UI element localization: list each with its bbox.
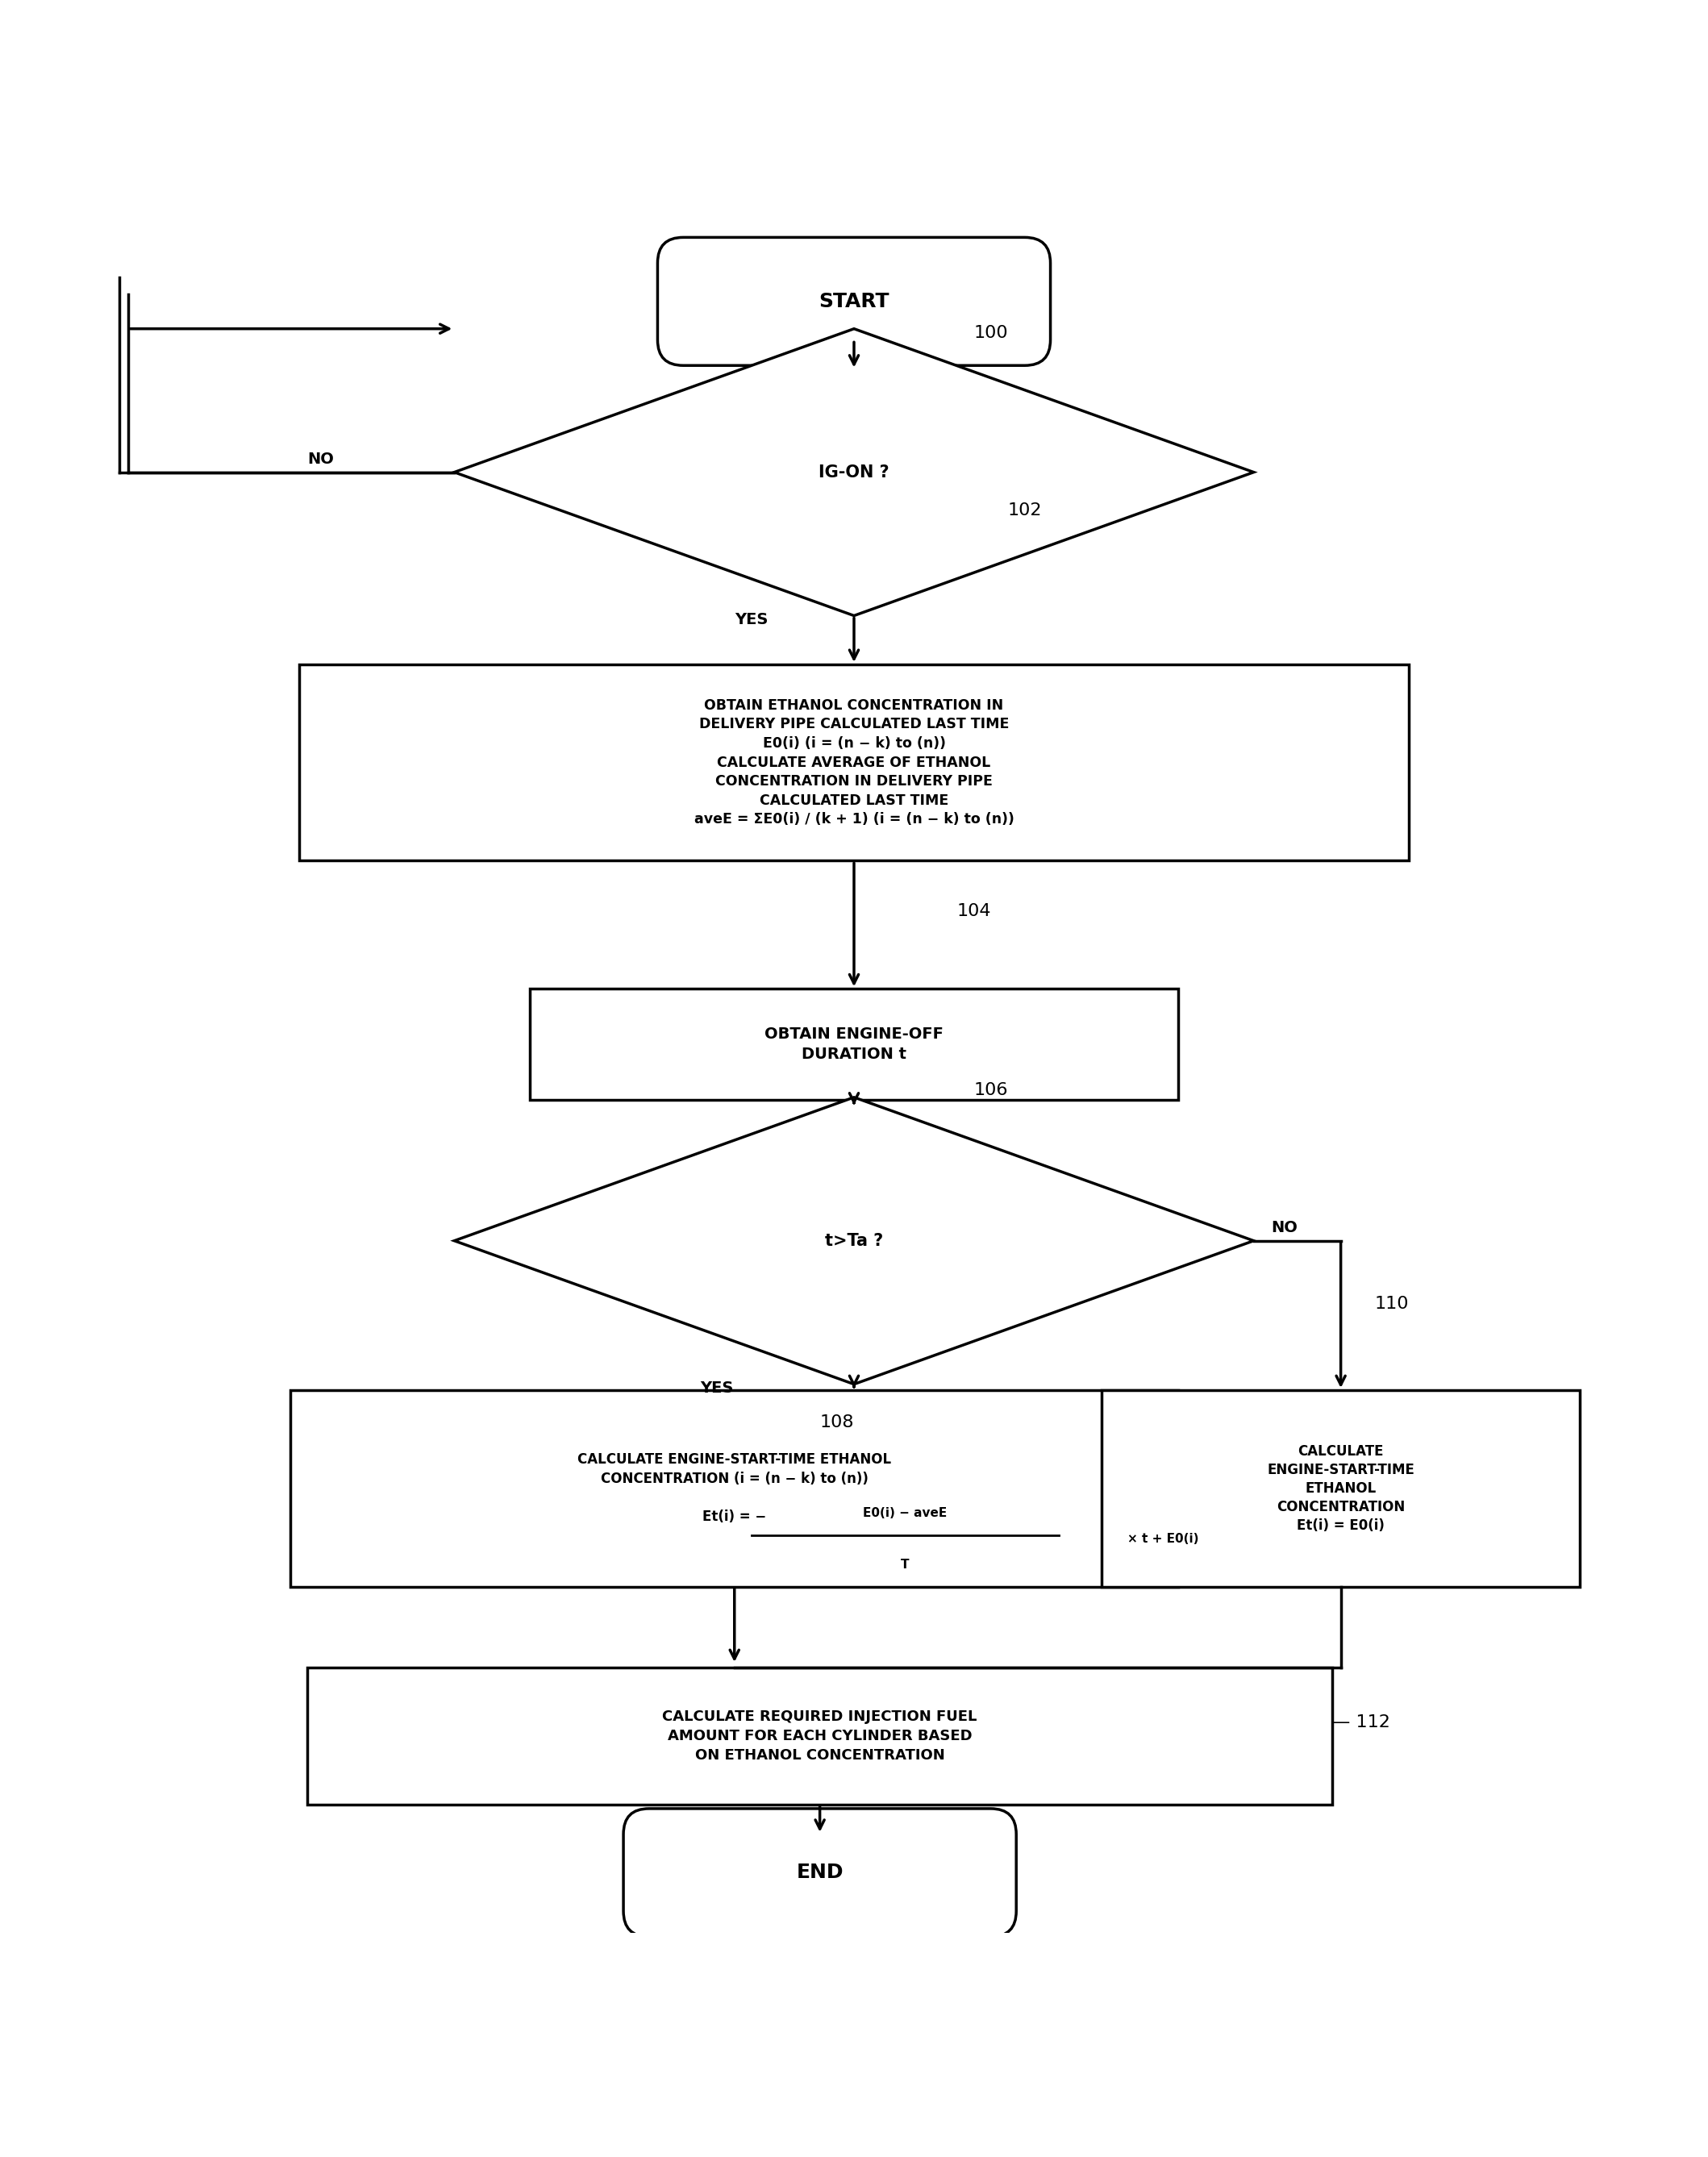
Text: 102: 102 [1008, 503, 1042, 518]
Text: × t + E0(i): × t + E0(i) [1127, 1534, 1199, 1544]
Text: OBTAIN ETHANOL CONCENTRATION IN
DELIVERY PIPE CALCULATED LAST TIME
E0(i) (i = (n: OBTAIN ETHANOL CONCENTRATION IN DELIVERY… [693, 699, 1015, 826]
Text: E0(i) − aveE: E0(i) − aveE [863, 1508, 948, 1519]
Text: 104: 104 [956, 904, 991, 919]
Text: START: START [818, 291, 890, 311]
Text: CALCULATE
ENGINE-START-TIME
ETHANOL
CONCENTRATION
Et(i) = E0(i): CALCULATE ENGINE-START-TIME ETHANOL CONC… [1267, 1445, 1414, 1534]
FancyBboxPatch shape [658, 237, 1050, 365]
Text: NO: NO [1271, 1221, 1298, 1236]
Text: IG-ON ?: IG-ON ? [818, 464, 890, 481]
Text: NO: NO [307, 451, 335, 466]
Text: 106: 106 [974, 1083, 1008, 1098]
Polygon shape [454, 1098, 1254, 1385]
Text: OBTAIN ENGINE-OFF
DURATION t: OBTAIN ENGINE-OFF DURATION t [765, 1027, 943, 1061]
Text: 108: 108 [820, 1415, 854, 1430]
Text: CALCULATE REQUIRED INJECTION FUEL
AMOUNT FOR EACH CYLINDER BASED
ON ETHANOL CONC: CALCULATE REQUIRED INJECTION FUEL AMOUNT… [663, 1711, 977, 1762]
Text: YES: YES [734, 613, 769, 628]
FancyBboxPatch shape [307, 1667, 1332, 1805]
Text: t>Ta ?: t>Ta ? [825, 1232, 883, 1249]
Text: CALCULATE ENGINE-START-TIME ETHANOL
CONCENTRATION (i = (n − k) to (n))

Et(i) = : CALCULATE ENGINE-START-TIME ETHANOL CONC… [577, 1452, 892, 1525]
Text: 100: 100 [974, 326, 1008, 341]
Text: — 112: — 112 [1332, 1715, 1390, 1730]
Text: T: T [902, 1557, 909, 1570]
FancyBboxPatch shape [1102, 1389, 1580, 1588]
Polygon shape [454, 328, 1254, 615]
Text: 110: 110 [1375, 1296, 1409, 1311]
FancyBboxPatch shape [299, 664, 1409, 861]
FancyBboxPatch shape [529, 988, 1179, 1100]
Text: YES: YES [700, 1380, 734, 1396]
Text: END: END [796, 1864, 844, 1883]
FancyBboxPatch shape [623, 1808, 1016, 1937]
FancyBboxPatch shape [290, 1389, 1179, 1588]
